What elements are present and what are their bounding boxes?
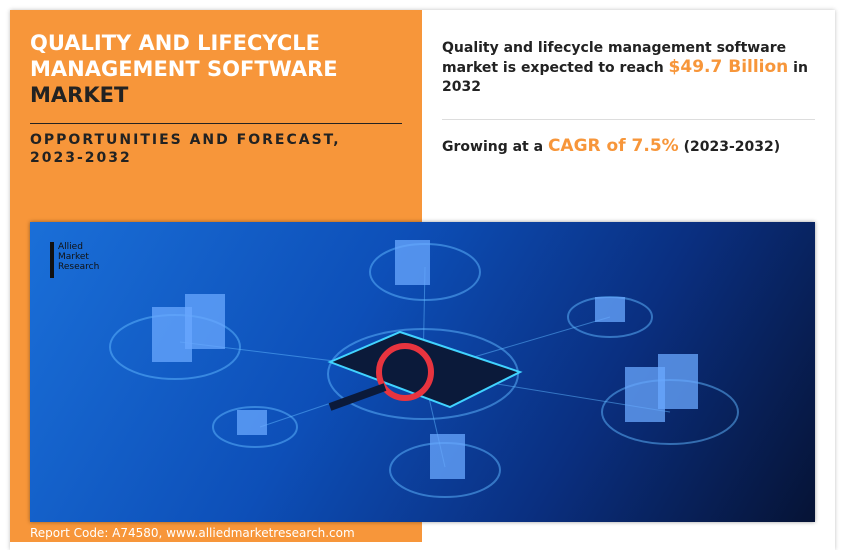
divider <box>442 119 815 120</box>
logo-text: Market <box>58 252 89 262</box>
stat-text: Growing at a <box>442 139 548 155</box>
stat-text: Quality and lifecycle management softwar… <box>442 40 787 76</box>
hero-illustration: Allied Market Research <box>30 222 815 522</box>
cagr-value: CAGR of 7.5% <box>547 136 679 156</box>
logo-text: Research <box>58 262 100 272</box>
cagr-stat: Growing at a CAGR of 7.5% (2023-2032) <box>442 136 822 156</box>
stat-text: (2023-2032) <box>678 139 781 155</box>
divider <box>30 123 402 124</box>
stat-text: in 2032 <box>442 60 808 95</box>
market-size-stat: Quality and lifecycle management softwar… <box>442 39 822 97</box>
network-illustration <box>109 240 739 498</box>
logo-text: Allied <box>58 242 83 252</box>
page-title: QUALITY AND LIFECYCLE MANAGEMENT SOFTWAR… <box>30 30 410 108</box>
title-line: QUALITY AND LIFECYCLE MANAGEMENT SOFTWAR… <box>30 31 338 81</box>
subtitle: OPPORTUNITIES AND FORECAST, 2023-2032 <box>30 132 341 166</box>
market-value: $49.7 Billion <box>668 57 789 77</box>
report-code: Report Code: A74580, www.alliedmarketres… <box>30 526 355 540</box>
title-market: MARKET <box>30 83 129 107</box>
allied-market-research-logo: Allied Market Research <box>50 242 100 278</box>
